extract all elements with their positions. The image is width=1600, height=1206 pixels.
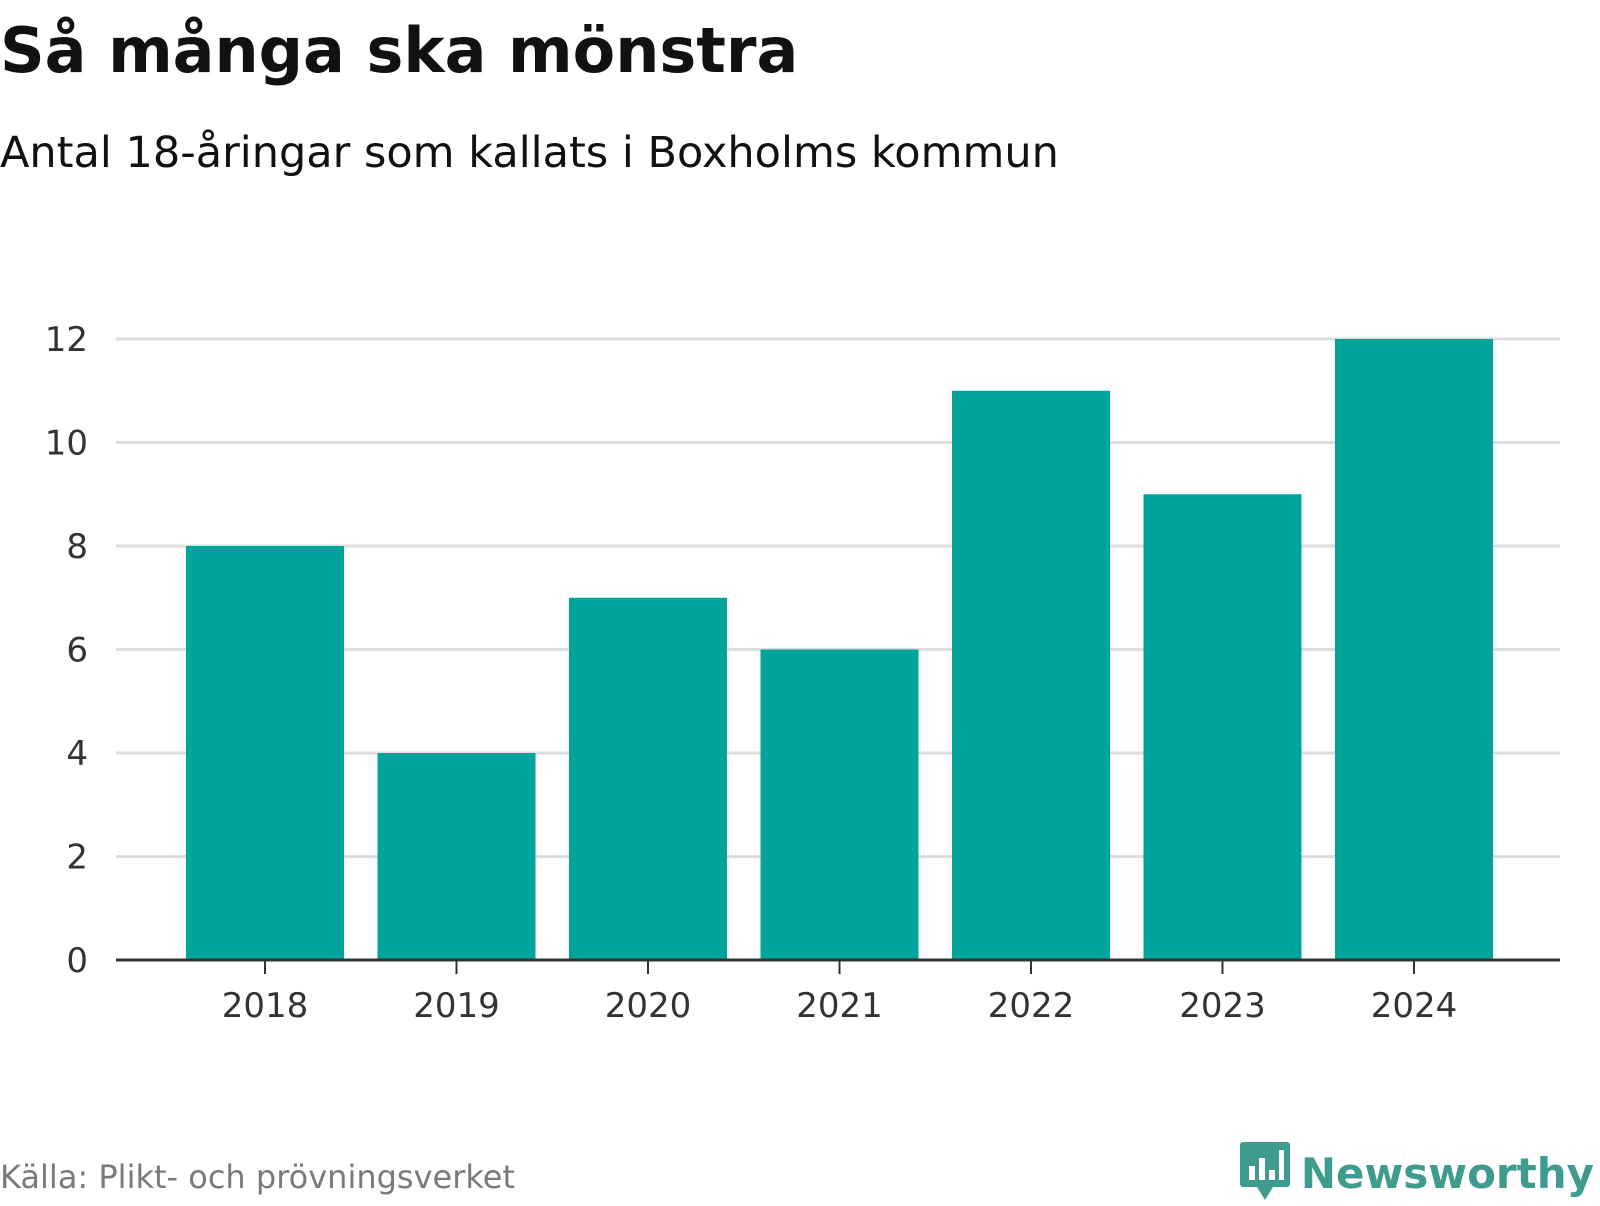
x-tick-label: 2019 bbox=[413, 986, 500, 1026]
brand-name: Newsworthy bbox=[1300, 1148, 1594, 1198]
x-tick-label: 2018 bbox=[222, 986, 309, 1026]
bar-2018 bbox=[186, 546, 344, 960]
x-tick-label: 2022 bbox=[988, 986, 1075, 1026]
bar-2024 bbox=[1335, 339, 1493, 960]
y-tick-label: 12 bbox=[45, 320, 88, 360]
y-tick-label: 4 bbox=[66, 734, 88, 774]
y-tick-label: 8 bbox=[66, 527, 88, 567]
y-tick-label: 0 bbox=[66, 941, 88, 981]
bar-chart: 0 2 4 6 8 10 12 2018 2019 2020 2021 2022 2023 2024 bbox=[45, 320, 1560, 1026]
bar-2022 bbox=[952, 390, 1110, 960]
y-tick-label: 6 bbox=[66, 631, 88, 671]
bar-2019 bbox=[377, 753, 536, 960]
bar-2021 bbox=[760, 649, 919, 960]
brand-logo: Newsworthy bbox=[1239, 1140, 1594, 1206]
x-tick-label: 2023 bbox=[1179, 986, 1266, 1026]
y-tick-label: 2 bbox=[66, 838, 88, 878]
x-tick-label: 2020 bbox=[605, 986, 692, 1026]
x-tick-label: 2021 bbox=[796, 986, 883, 1026]
source-note: Källa: Plikt- och prövningsverket bbox=[0, 1158, 515, 1196]
newsworthy-logo-icon bbox=[1239, 1140, 1291, 1206]
axes: 0 2 4 6 8 10 12 2018 2019 2020 2021 2022 2023 2024 bbox=[45, 320, 1560, 1026]
bar-2023 bbox=[1143, 494, 1302, 960]
x-tick-label: 2024 bbox=[1371, 986, 1458, 1026]
bar-2020 bbox=[569, 597, 727, 960]
chart-title: Så många ska mönstra bbox=[0, 14, 799, 87]
bars bbox=[186, 339, 1493, 960]
chart-subtitle: Antal 18-åringar som kallats i Boxholms … bbox=[0, 128, 1059, 178]
y-tick-label: 10 bbox=[45, 424, 88, 464]
